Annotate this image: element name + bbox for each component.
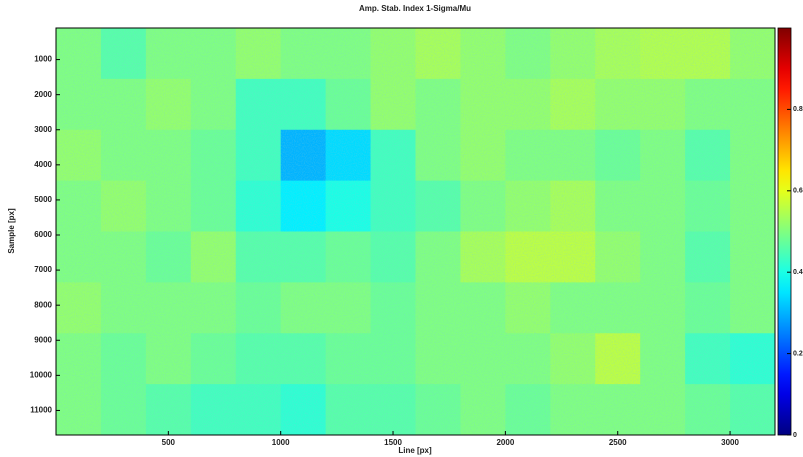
x-tick-label: 2500 (609, 438, 627, 447)
colorbar-tick-label: 0 (793, 432, 797, 439)
x-tick-label: 1500 (384, 438, 402, 447)
colorbar-tick-label: 0.2 (793, 350, 803, 357)
x-tick-label: 1000 (272, 438, 290, 447)
texture (56, 28, 775, 435)
y-tick-label: 10000 (30, 370, 53, 379)
colorbar-tick-label: 0.8 (793, 106, 803, 113)
colorbar-tick-label: 0.4 (793, 269, 803, 276)
y-axis-label: Sample [px] (7, 208, 16, 254)
y-tick-label: 3000 (34, 125, 52, 134)
x-tick-label: 3000 (721, 438, 739, 447)
y-tick-label: 9000 (34, 335, 52, 344)
y-tick-label: 2000 (34, 90, 52, 99)
plot-frame (55, 27, 776, 436)
y-tick-label: 6000 (34, 230, 52, 239)
x-axis-label: Line [px] (398, 446, 432, 455)
y-tick-label: 5000 (34, 195, 52, 204)
colorbar-tick-label: 0.6 (793, 188, 803, 195)
x-tick-label: 2000 (496, 438, 514, 447)
x-tick-label: 500 (162, 438, 176, 447)
y-tick-label: 11000 (30, 406, 52, 415)
y-tick-label: 7000 (34, 265, 52, 274)
y-tick-label: 8000 (34, 300, 52, 309)
chart-title: Amp. Stab. Index 1-Sigma/Mu (359, 4, 471, 13)
colorbar (777, 27, 792, 436)
y-tick-label: 4000 (34, 160, 52, 169)
y-tick-label: 1000 (34, 55, 52, 64)
